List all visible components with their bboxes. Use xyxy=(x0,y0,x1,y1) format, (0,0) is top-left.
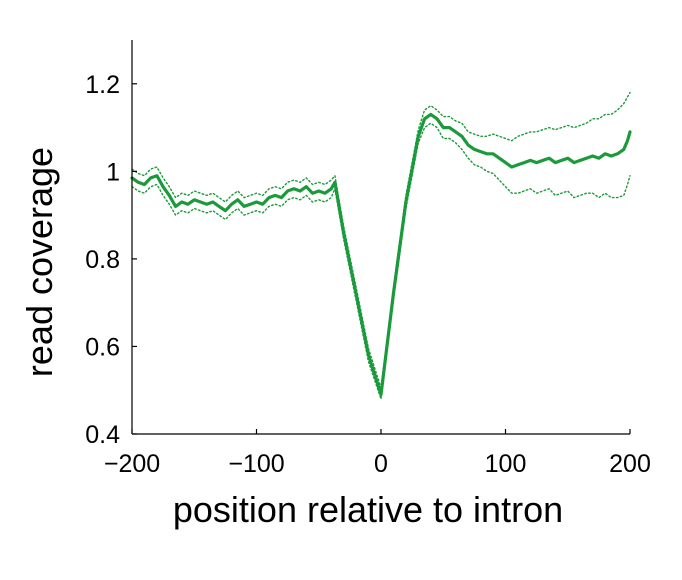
y-tick-label: 1 xyxy=(106,158,120,186)
x-axis-title: position relative to intron xyxy=(173,489,563,530)
y-tick-label: 0.6 xyxy=(85,333,120,361)
x-tick-label: 0 xyxy=(374,450,388,478)
confidence-band-line-1 xyxy=(131,91,631,389)
y-tick-label: 0.4 xyxy=(85,421,120,449)
axes-layer: −200 −100 0 100 200 0.4 0.6 0.8 1 1.2 xyxy=(85,40,651,478)
x-tick-label: −100 xyxy=(228,450,284,478)
y-tick-label: 1.2 xyxy=(85,71,120,99)
confidence-band-line-2 xyxy=(131,122,631,400)
mean-coverage-line xyxy=(130,112,632,397)
x-tick-label: 200 xyxy=(609,450,651,478)
y-tick-label: 0.8 xyxy=(85,246,120,274)
x-tick-label: −200 xyxy=(104,450,160,478)
y-axis-title: read coverage xyxy=(19,147,60,377)
series-layer xyxy=(130,91,632,400)
x-tick-label: 100 xyxy=(485,450,527,478)
